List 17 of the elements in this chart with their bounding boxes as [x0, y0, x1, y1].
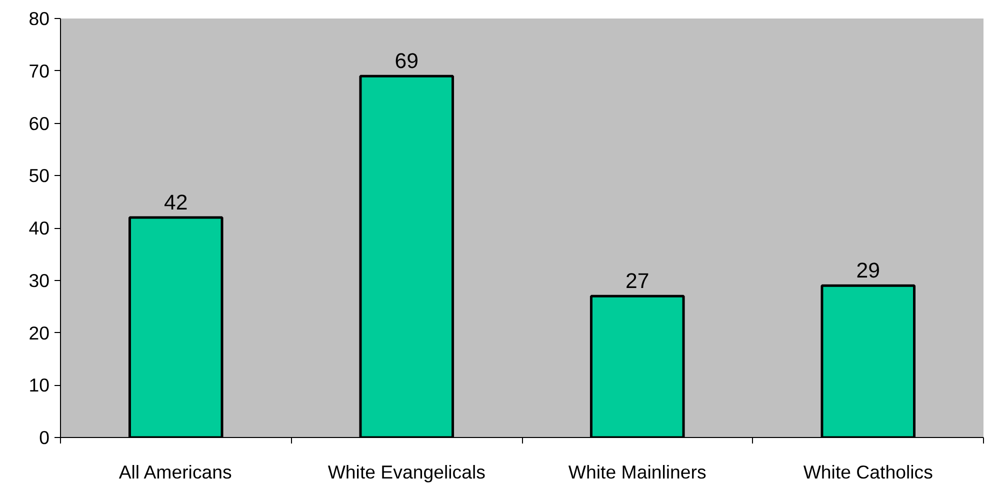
y-tick-label: 0: [39, 427, 50, 448]
y-tick-label: 80: [28, 8, 50, 29]
y-tick-label: 30: [28, 270, 50, 291]
y-tick-label: 10: [28, 374, 50, 396]
y-tick-label: 20: [28, 322, 50, 344]
x-tick-label: All Americans: [118, 462, 232, 482]
y-tick-label: 60: [28, 112, 50, 134]
y-tick-label: 40: [28, 218, 50, 238]
y-tick-label: 70: [28, 60, 50, 82]
data-label: 29: [856, 258, 880, 283]
x-tick-label: White Catholics: [803, 462, 933, 482]
x-tick-label: White Mainliners: [568, 462, 706, 482]
data-label: 42: [164, 190, 188, 215]
y-tick-label: 50: [28, 165, 50, 186]
x-tick-label: White Evangelicals: [328, 462, 486, 482]
data-label: 69: [394, 49, 418, 74]
data-label: 27: [626, 269, 650, 294]
